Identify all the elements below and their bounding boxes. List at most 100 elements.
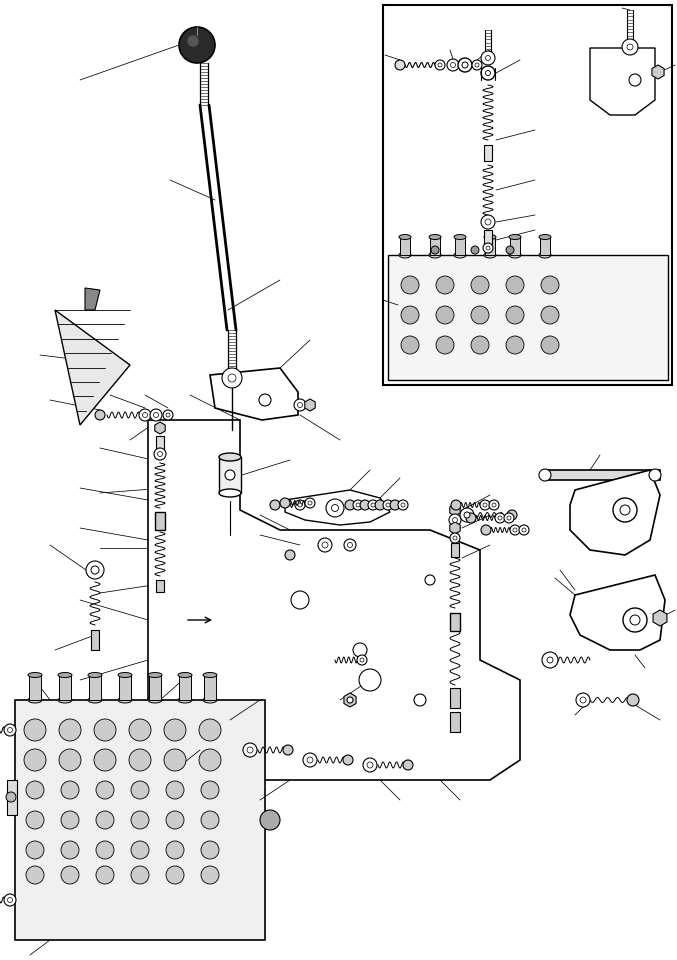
Circle shape xyxy=(259,394,271,406)
Circle shape xyxy=(201,841,219,859)
Bar xyxy=(89,675,101,700)
Circle shape xyxy=(4,894,16,906)
Ellipse shape xyxy=(454,234,466,239)
Circle shape xyxy=(481,51,495,65)
Circle shape xyxy=(222,368,242,388)
Circle shape xyxy=(305,498,315,508)
Polygon shape xyxy=(210,368,298,420)
Ellipse shape xyxy=(28,673,42,678)
Circle shape xyxy=(450,533,460,543)
Circle shape xyxy=(7,898,12,902)
Polygon shape xyxy=(155,422,165,434)
Circle shape xyxy=(395,60,405,70)
Circle shape xyxy=(96,841,114,859)
Circle shape xyxy=(368,500,378,510)
Circle shape xyxy=(228,374,236,382)
Circle shape xyxy=(436,336,454,354)
Circle shape xyxy=(541,306,559,324)
Circle shape xyxy=(383,500,393,510)
Polygon shape xyxy=(450,522,460,534)
Circle shape xyxy=(150,409,162,421)
Ellipse shape xyxy=(539,252,551,258)
Circle shape xyxy=(326,499,344,517)
Circle shape xyxy=(492,503,496,507)
Ellipse shape xyxy=(429,234,441,239)
Circle shape xyxy=(447,59,459,71)
Circle shape xyxy=(353,500,363,510)
Circle shape xyxy=(166,811,184,829)
Ellipse shape xyxy=(118,673,132,678)
Polygon shape xyxy=(570,470,660,555)
Bar xyxy=(179,675,191,700)
Circle shape xyxy=(436,276,454,294)
Circle shape xyxy=(131,866,149,884)
Bar xyxy=(540,237,550,255)
Circle shape xyxy=(458,58,472,72)
Circle shape xyxy=(403,760,413,770)
Circle shape xyxy=(371,503,375,507)
Polygon shape xyxy=(85,288,100,310)
Circle shape xyxy=(452,517,458,522)
Circle shape xyxy=(435,60,445,70)
Circle shape xyxy=(649,469,661,481)
Circle shape xyxy=(166,866,184,884)
Circle shape xyxy=(142,413,148,418)
Circle shape xyxy=(243,743,257,757)
Circle shape xyxy=(260,810,280,830)
Circle shape xyxy=(464,512,470,518)
Polygon shape xyxy=(450,504,460,516)
Circle shape xyxy=(270,500,280,510)
Ellipse shape xyxy=(509,234,521,239)
Circle shape xyxy=(318,538,332,552)
Bar xyxy=(484,145,492,161)
Bar xyxy=(155,512,165,530)
Ellipse shape xyxy=(178,673,192,678)
Circle shape xyxy=(541,276,559,294)
Circle shape xyxy=(541,336,559,354)
Bar xyxy=(91,630,99,650)
Circle shape xyxy=(425,575,435,585)
Bar xyxy=(15,700,265,940)
Bar xyxy=(29,675,41,700)
Circle shape xyxy=(486,246,490,250)
Circle shape xyxy=(401,306,419,324)
Circle shape xyxy=(303,753,317,767)
Circle shape xyxy=(166,413,170,417)
Circle shape xyxy=(622,39,638,55)
Bar xyxy=(7,780,17,815)
Circle shape xyxy=(59,749,81,771)
Circle shape xyxy=(623,608,647,632)
Circle shape xyxy=(295,500,305,510)
Circle shape xyxy=(510,525,520,535)
Circle shape xyxy=(460,508,474,522)
Ellipse shape xyxy=(454,252,466,258)
Bar xyxy=(204,675,216,700)
Polygon shape xyxy=(570,575,665,650)
Ellipse shape xyxy=(203,697,217,703)
Circle shape xyxy=(131,811,149,829)
Circle shape xyxy=(91,566,99,574)
Ellipse shape xyxy=(219,489,241,497)
Circle shape xyxy=(6,792,16,802)
Circle shape xyxy=(507,510,517,520)
Circle shape xyxy=(471,336,489,354)
Circle shape xyxy=(86,561,104,579)
Circle shape xyxy=(347,542,353,547)
Circle shape xyxy=(187,35,199,47)
Circle shape xyxy=(59,719,81,741)
Ellipse shape xyxy=(148,673,162,678)
Circle shape xyxy=(24,749,46,771)
Circle shape xyxy=(414,694,426,706)
Circle shape xyxy=(481,525,491,535)
Circle shape xyxy=(489,500,499,510)
Circle shape xyxy=(179,27,215,63)
Circle shape xyxy=(285,550,295,560)
Circle shape xyxy=(61,841,79,859)
Ellipse shape xyxy=(484,252,496,258)
Circle shape xyxy=(294,399,306,411)
Circle shape xyxy=(438,63,442,67)
Circle shape xyxy=(485,219,491,225)
Circle shape xyxy=(297,402,303,407)
Ellipse shape xyxy=(203,673,217,678)
Circle shape xyxy=(322,542,328,548)
